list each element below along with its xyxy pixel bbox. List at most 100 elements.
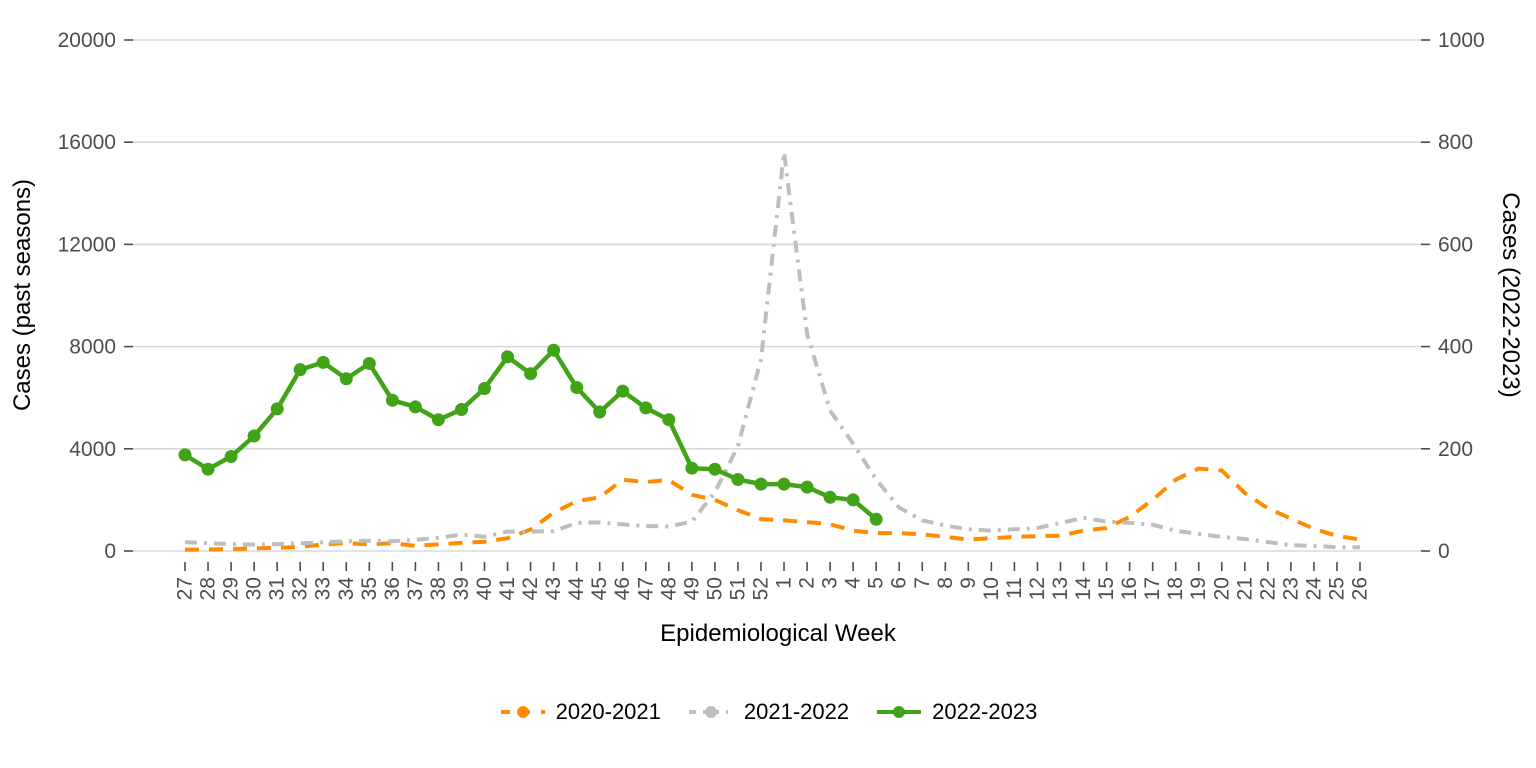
data-point-2022-2023 (685, 461, 699, 475)
data-point-2022-2023 (339, 372, 353, 386)
x-tick-label: 34 (335, 577, 358, 601)
left-tick-label: 12000 (58, 233, 116, 256)
x-tick-label: 16 (1118, 577, 1141, 600)
data-point-2022-2023 (593, 405, 607, 419)
data-point-2022-2023 (385, 393, 399, 407)
x-tick-label: 20 (1210, 577, 1233, 600)
x-tick-label: 37 (404, 577, 427, 600)
data-point-2022-2023 (178, 448, 192, 462)
legend: 2020-2021 2021-2022 2022-2023 (0, 699, 1536, 725)
data-point-2022-2023 (800, 480, 814, 494)
x-tick-label: 32 (289, 577, 312, 600)
x-tick-label: 12 (1026, 577, 1049, 600)
data-point-2022-2023 (478, 382, 491, 395)
x-tick-label: 14 (1072, 577, 1095, 601)
left-tick-label: 0 (104, 540, 116, 563)
x-tick-label: 39 (450, 577, 473, 600)
legend-label: 2022-2023 (932, 699, 1038, 724)
x-tick-label: 23 (1279, 577, 1302, 600)
data-point-2022-2023 (639, 401, 653, 415)
x-tick-label: 46 (611, 577, 634, 600)
x-tick-label: 35 (358, 577, 381, 600)
x-tick-label: 49 (680, 577, 703, 600)
data-point-2022-2023 (731, 473, 745, 486)
x-tick-label: 1 (773, 577, 796, 589)
x-tick-label: 38 (427, 577, 450, 600)
x-tick-label: 30 (243, 577, 266, 600)
data-point-2022-2023 (362, 357, 376, 370)
x-tick-label: 9 (957, 577, 980, 589)
legend-item-2021-2022: 2021-2022 (687, 699, 849, 725)
x-tick-label: 25 (1325, 577, 1348, 600)
x-tick-label: 45 (588, 577, 611, 600)
data-point-2022-2023 (708, 462, 722, 476)
x-tick-label: 42 (519, 577, 542, 600)
series-line-2020-2021 (184, 466, 1361, 552)
x-tick-label: 18 (1164, 577, 1187, 600)
chart-generated-content: 0 0 4000 200 8000 400 12000 600 16000 800 20000 100… (58, 29, 1485, 600)
x-tick-label: 36 (381, 577, 404, 600)
legend-label: 2020-2021 (555, 699, 661, 724)
x-tick-label: 31 (266, 577, 289, 600)
x-tick-label: 6 (888, 577, 911, 589)
legend-label: 2021-2022 (743, 699, 850, 724)
data-point-2022-2023 (777, 477, 791, 491)
x-tick-label: 15 (1095, 577, 1118, 600)
x-tick-label: 26 (1349, 577, 1372, 600)
x-tick-label: 41 (496, 577, 519, 600)
data-point-2022-2023 (616, 384, 630, 398)
right-tick-label: 800 (1438, 131, 1473, 154)
data-point-2022-2023 (408, 400, 422, 414)
data-point-2022-2023 (293, 363, 307, 377)
left-tick-label: 20000 (58, 29, 116, 52)
data-point-2022-2023 (846, 493, 860, 507)
x-tick-label: 24 (1302, 577, 1325, 601)
legend-key-dot (893, 706, 906, 718)
data-point-2022-2023 (455, 403, 468, 416)
x-tick-label: 44 (565, 577, 588, 601)
x-tick-label: 33 (312, 577, 335, 600)
x-tick-label: 51 (726, 577, 749, 600)
legend-key-icon (877, 706, 922, 718)
data-point-2022-2023 (662, 413, 676, 427)
data-point-2022-2023 (823, 490, 837, 504)
legend-key-dot (516, 706, 529, 718)
x-tick-label: 28 (197, 577, 220, 600)
x-tick-label: 10 (980, 577, 1003, 600)
x-tick-label: 8 (934, 577, 957, 589)
left-tick-label: 8000 (69, 336, 116, 359)
x-tick-label: 17 (1141, 577, 1164, 600)
data-point-2022-2023 (270, 402, 284, 416)
x-tick-label: 27 (174, 577, 197, 600)
x-tick-label: 7 (911, 577, 934, 589)
x-tick-label: 19 (1187, 577, 1210, 600)
legend-key-icon (500, 706, 545, 718)
x-tick-label: 29 (220, 577, 243, 600)
x-tick-label: 2 (796, 577, 819, 589)
x-tick-label: 4 (842, 577, 865, 589)
right-tick-label: 400 (1438, 336, 1473, 359)
x-axis-title: Epidemiological Week (660, 620, 897, 647)
right-tick-label: 1000 (1438, 29, 1485, 52)
legend-item-2022-2023: 2022-2023 (875, 699, 1037, 725)
x-tick-label: 52 (749, 577, 772, 600)
data-point-2022-2023 (524, 367, 538, 381)
legend-key-icon (688, 706, 733, 718)
x-tick-label: 50 (703, 577, 726, 600)
data-point-2022-2023 (501, 350, 514, 364)
legend-item-2020-2021: 2020-2021 (499, 699, 661, 725)
data-point-2022-2023 (316, 355, 330, 369)
data-point-2022-2023 (570, 381, 584, 394)
left-tick-label: 16000 (58, 131, 116, 154)
x-tick-label: 48 (657, 577, 680, 600)
right-tick-label: 0 (1438, 540, 1450, 563)
x-tick-label: 43 (542, 577, 565, 600)
x-tick-label: 13 (1049, 577, 1072, 600)
series-line-2021-2022 (184, 152, 1360, 550)
x-tick-label: 21 (1233, 577, 1256, 600)
legend-key-dot (704, 706, 717, 718)
data-point-2022-2023 (224, 450, 238, 463)
x-tick-label: 47 (634, 577, 657, 600)
